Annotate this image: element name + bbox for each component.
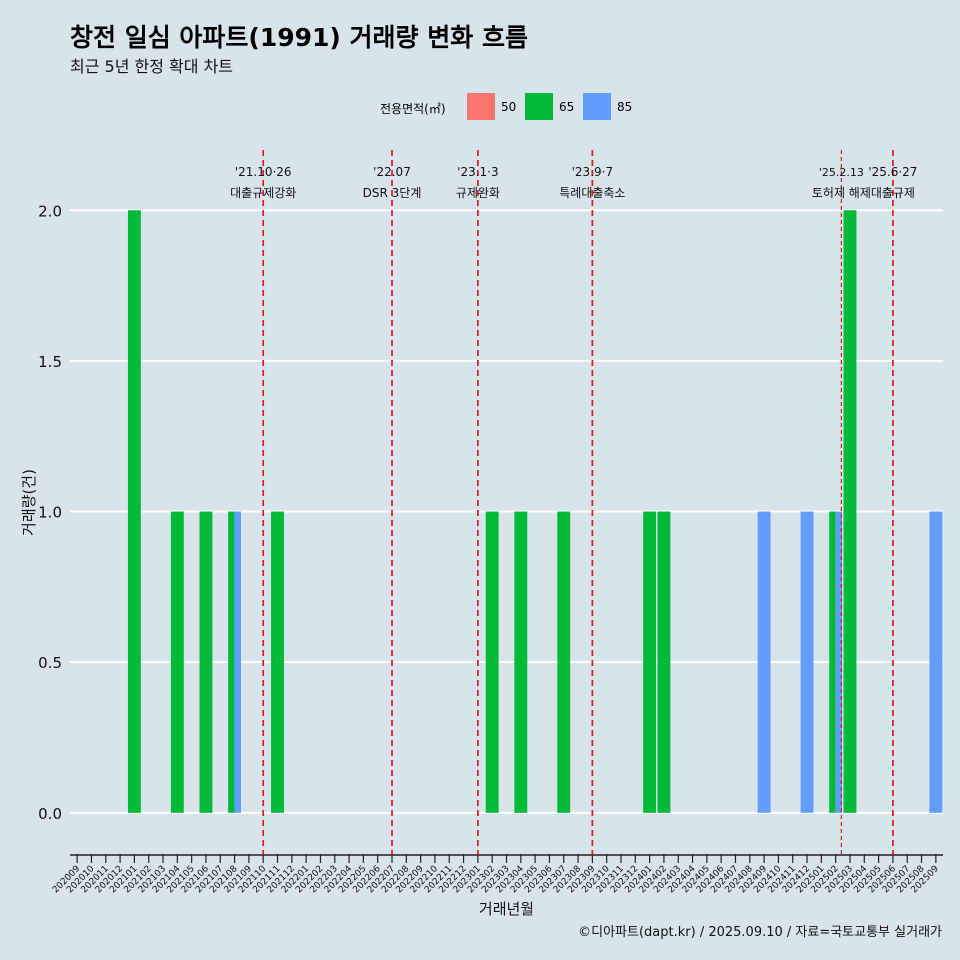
bar-202304-65 (514, 511, 528, 813)
bar-202108-65 (228, 511, 235, 813)
bar-202402-65 (657, 511, 671, 813)
y-tick-label: 0.0 (38, 805, 62, 823)
source-caption: ©디아파트(dapt.kr) / 2025.09.10 / 자료=국토교통부 실… (578, 925, 942, 940)
event-date-label: '21.10·26 (235, 165, 292, 179)
event-date-label: '25.6·27 (868, 165, 917, 179)
legend-label-65: 65 (559, 100, 575, 114)
y-axis-title: 거래량(건) (20, 469, 38, 536)
y-tick-label: 0.5 (38, 654, 62, 672)
event-name-label: 대출규제 (871, 186, 915, 200)
bar-202106-65 (199, 511, 213, 813)
bar-202104-65 (170, 511, 184, 813)
legend: 전용면적(㎡) 50 65 85 (0, 92, 960, 122)
y-tick-label: 1.0 (38, 504, 62, 522)
event-name-label: 규제완화 (456, 186, 500, 200)
bar-202101-65 (127, 210, 141, 813)
event-name-label: 토허제 해제 (812, 186, 871, 200)
y-tick-label: 1.5 (38, 353, 62, 371)
legend-swatch-85 (583, 93, 611, 120)
bar-202502-85 (835, 511, 843, 813)
bar-202302-65 (485, 511, 499, 813)
y-tick-label: 2.0 (38, 202, 62, 220)
bar-202509-85 (929, 511, 943, 813)
event-date-label: '23.9·7 (572, 165, 613, 179)
legend-label-85: 85 (617, 100, 633, 114)
bar-202401-65 (643, 511, 657, 813)
event-date-label: '23.1·3 (457, 165, 498, 179)
x-axis-title: 거래년월 (479, 900, 534, 918)
bar-202503-65 (843, 210, 857, 813)
event-date-label: '22.07 (373, 165, 411, 179)
legend-title: 전용면적(㎡) (380, 102, 446, 116)
event-name-label: DSR 3단계 (363, 186, 422, 200)
bar-202111-65 (271, 511, 284, 813)
bar-202108-85 (234, 511, 242, 813)
chart-subtitle: 최근 5년 한정 확대 차트 (70, 57, 234, 76)
bar-202409-85 (757, 511, 771, 813)
legend-swatch-50 (467, 93, 495, 120)
event-name-label: 특례대출축소 (559, 186, 625, 200)
legend-label-50: 50 (501, 100, 517, 114)
event-date-label: '25.2.13 (819, 166, 864, 179)
chart-title: 창전 일심 아파트(1991) 거래량 변화 흐름 (70, 23, 528, 52)
event-name-label: 대출규제강화 (230, 186, 296, 200)
legend-swatch-65 (525, 93, 553, 120)
bar-202412-85 (800, 511, 814, 813)
bar-202502-65 (829, 511, 836, 813)
bar-202307-65 (557, 511, 571, 813)
